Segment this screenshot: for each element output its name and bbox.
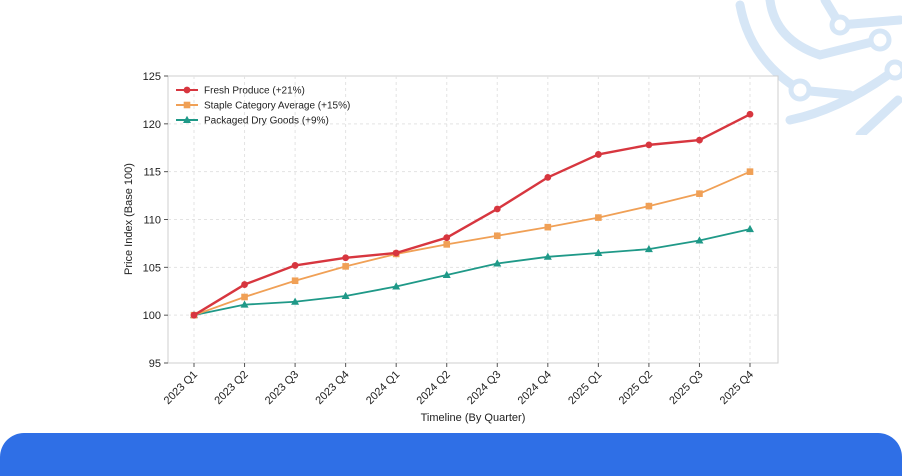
- y-tick-label: 95: [149, 358, 161, 370]
- data-point: [291, 297, 300, 305]
- legend: Fresh Produce (+21%) Staple Category Aver…: [176, 86, 350, 127]
- x-tick-label: 2024 Q1: [364, 369, 402, 407]
- series-line: [193, 113, 751, 317]
- legend-label: Fresh Produce (+21%): [204, 86, 305, 97]
- x-tick-label: 2025 Q3: [667, 369, 705, 407]
- legend-entry: Fresh Produce (+21%): [176, 86, 305, 97]
- series-0: [190, 110, 754, 319]
- x-tick-label: 2024 Q4: [516, 369, 554, 407]
- data-point: [644, 244, 653, 253]
- data-point: [190, 311, 198, 319]
- legend-label: Packaged Dry Goods (+9%): [204, 116, 329, 127]
- data-point: [291, 277, 299, 285]
- data-point: [342, 263, 349, 270]
- y-tick-label: 100: [143, 310, 161, 322]
- y-tick-label: 120: [143, 119, 161, 131]
- y-tick-label: 115: [143, 167, 161, 179]
- y-tick-label: 125: [143, 71, 161, 83]
- data-point: [241, 293, 248, 301]
- legend-swatch-marker: [183, 86, 191, 94]
- data-point: [746, 224, 754, 233]
- x-axis-label: Timeline (By Quarter): [421, 412, 526, 424]
- data-point: [695, 236, 704, 244]
- data-point: [696, 136, 703, 144]
- footer-band: [0, 433, 902, 476]
- x-tick-label: 2025 Q1: [566, 369, 604, 407]
- y-tick-label: 105: [143, 262, 161, 274]
- data-point: [443, 234, 451, 242]
- data-point: [645, 202, 653, 210]
- series-line: [193, 170, 751, 317]
- data-point: [291, 262, 299, 269]
- legend-swatch-marker: [183, 115, 191, 123]
- data-point: [493, 232, 501, 240]
- data-point: [544, 174, 552, 181]
- x-tick-label: 2023 Q3: [263, 369, 301, 407]
- circuit-pattern-icon: [735, 0, 902, 135]
- data-point: [392, 249, 400, 257]
- data-point: [594, 248, 603, 256]
- data-point: [493, 259, 502, 267]
- data-point: [493, 205, 501, 213]
- data-point: [594, 151, 602, 158]
- data-point: [241, 281, 248, 288]
- data-point: [645, 141, 653, 149]
- data-point: [696, 190, 703, 197]
- series-line: [193, 228, 751, 317]
- x-tick-label: 2025 Q4: [718, 369, 756, 407]
- x-tick-label: 2025 Q2: [617, 369, 655, 407]
- legend-entry: Packaged Dry Goods (+9%): [176, 116, 329, 127]
- legend-swatch-marker: [183, 101, 191, 109]
- data-point: [746, 168, 754, 175]
- legend-entry: Staple Category Average (+15%): [176, 101, 350, 112]
- x-tick-label: 2024 Q2: [415, 369, 453, 407]
- series: [190, 110, 754, 319]
- x-ticks: 2023 Q1 2023 Q2 2023 Q3 2023 Q4 2024 Q1 2024 …: [162, 363, 756, 407]
- y-ticks: 95 100 105 110 115 120 125: [143, 71, 168, 370]
- data-point: [442, 270, 451, 278]
- data-point: [595, 214, 602, 221]
- data-point: [443, 241, 451, 248]
- x-tick-label: 2023 Q4: [313, 369, 351, 407]
- data-point: [240, 300, 249, 308]
- data-point: [341, 291, 350, 300]
- data-point: [543, 252, 552, 260]
- y-axis-label: Price Index (Base 100): [123, 163, 135, 275]
- x-tick-label: 2023 Q2: [212, 369, 250, 407]
- data-point: [392, 282, 401, 290]
- plot-area: [167, 75, 779, 364]
- x-tick-label: 2023 Q1: [162, 369, 200, 407]
- legend-label: Staple Category Average (+15%): [204, 101, 350, 112]
- x-tick-label: 2024 Q3: [465, 369, 503, 407]
- y-tick-label: 110: [143, 215, 161, 227]
- data-point: [746, 110, 754, 118]
- data-point: [342, 254, 350, 262]
- data-point: [544, 223, 552, 231]
